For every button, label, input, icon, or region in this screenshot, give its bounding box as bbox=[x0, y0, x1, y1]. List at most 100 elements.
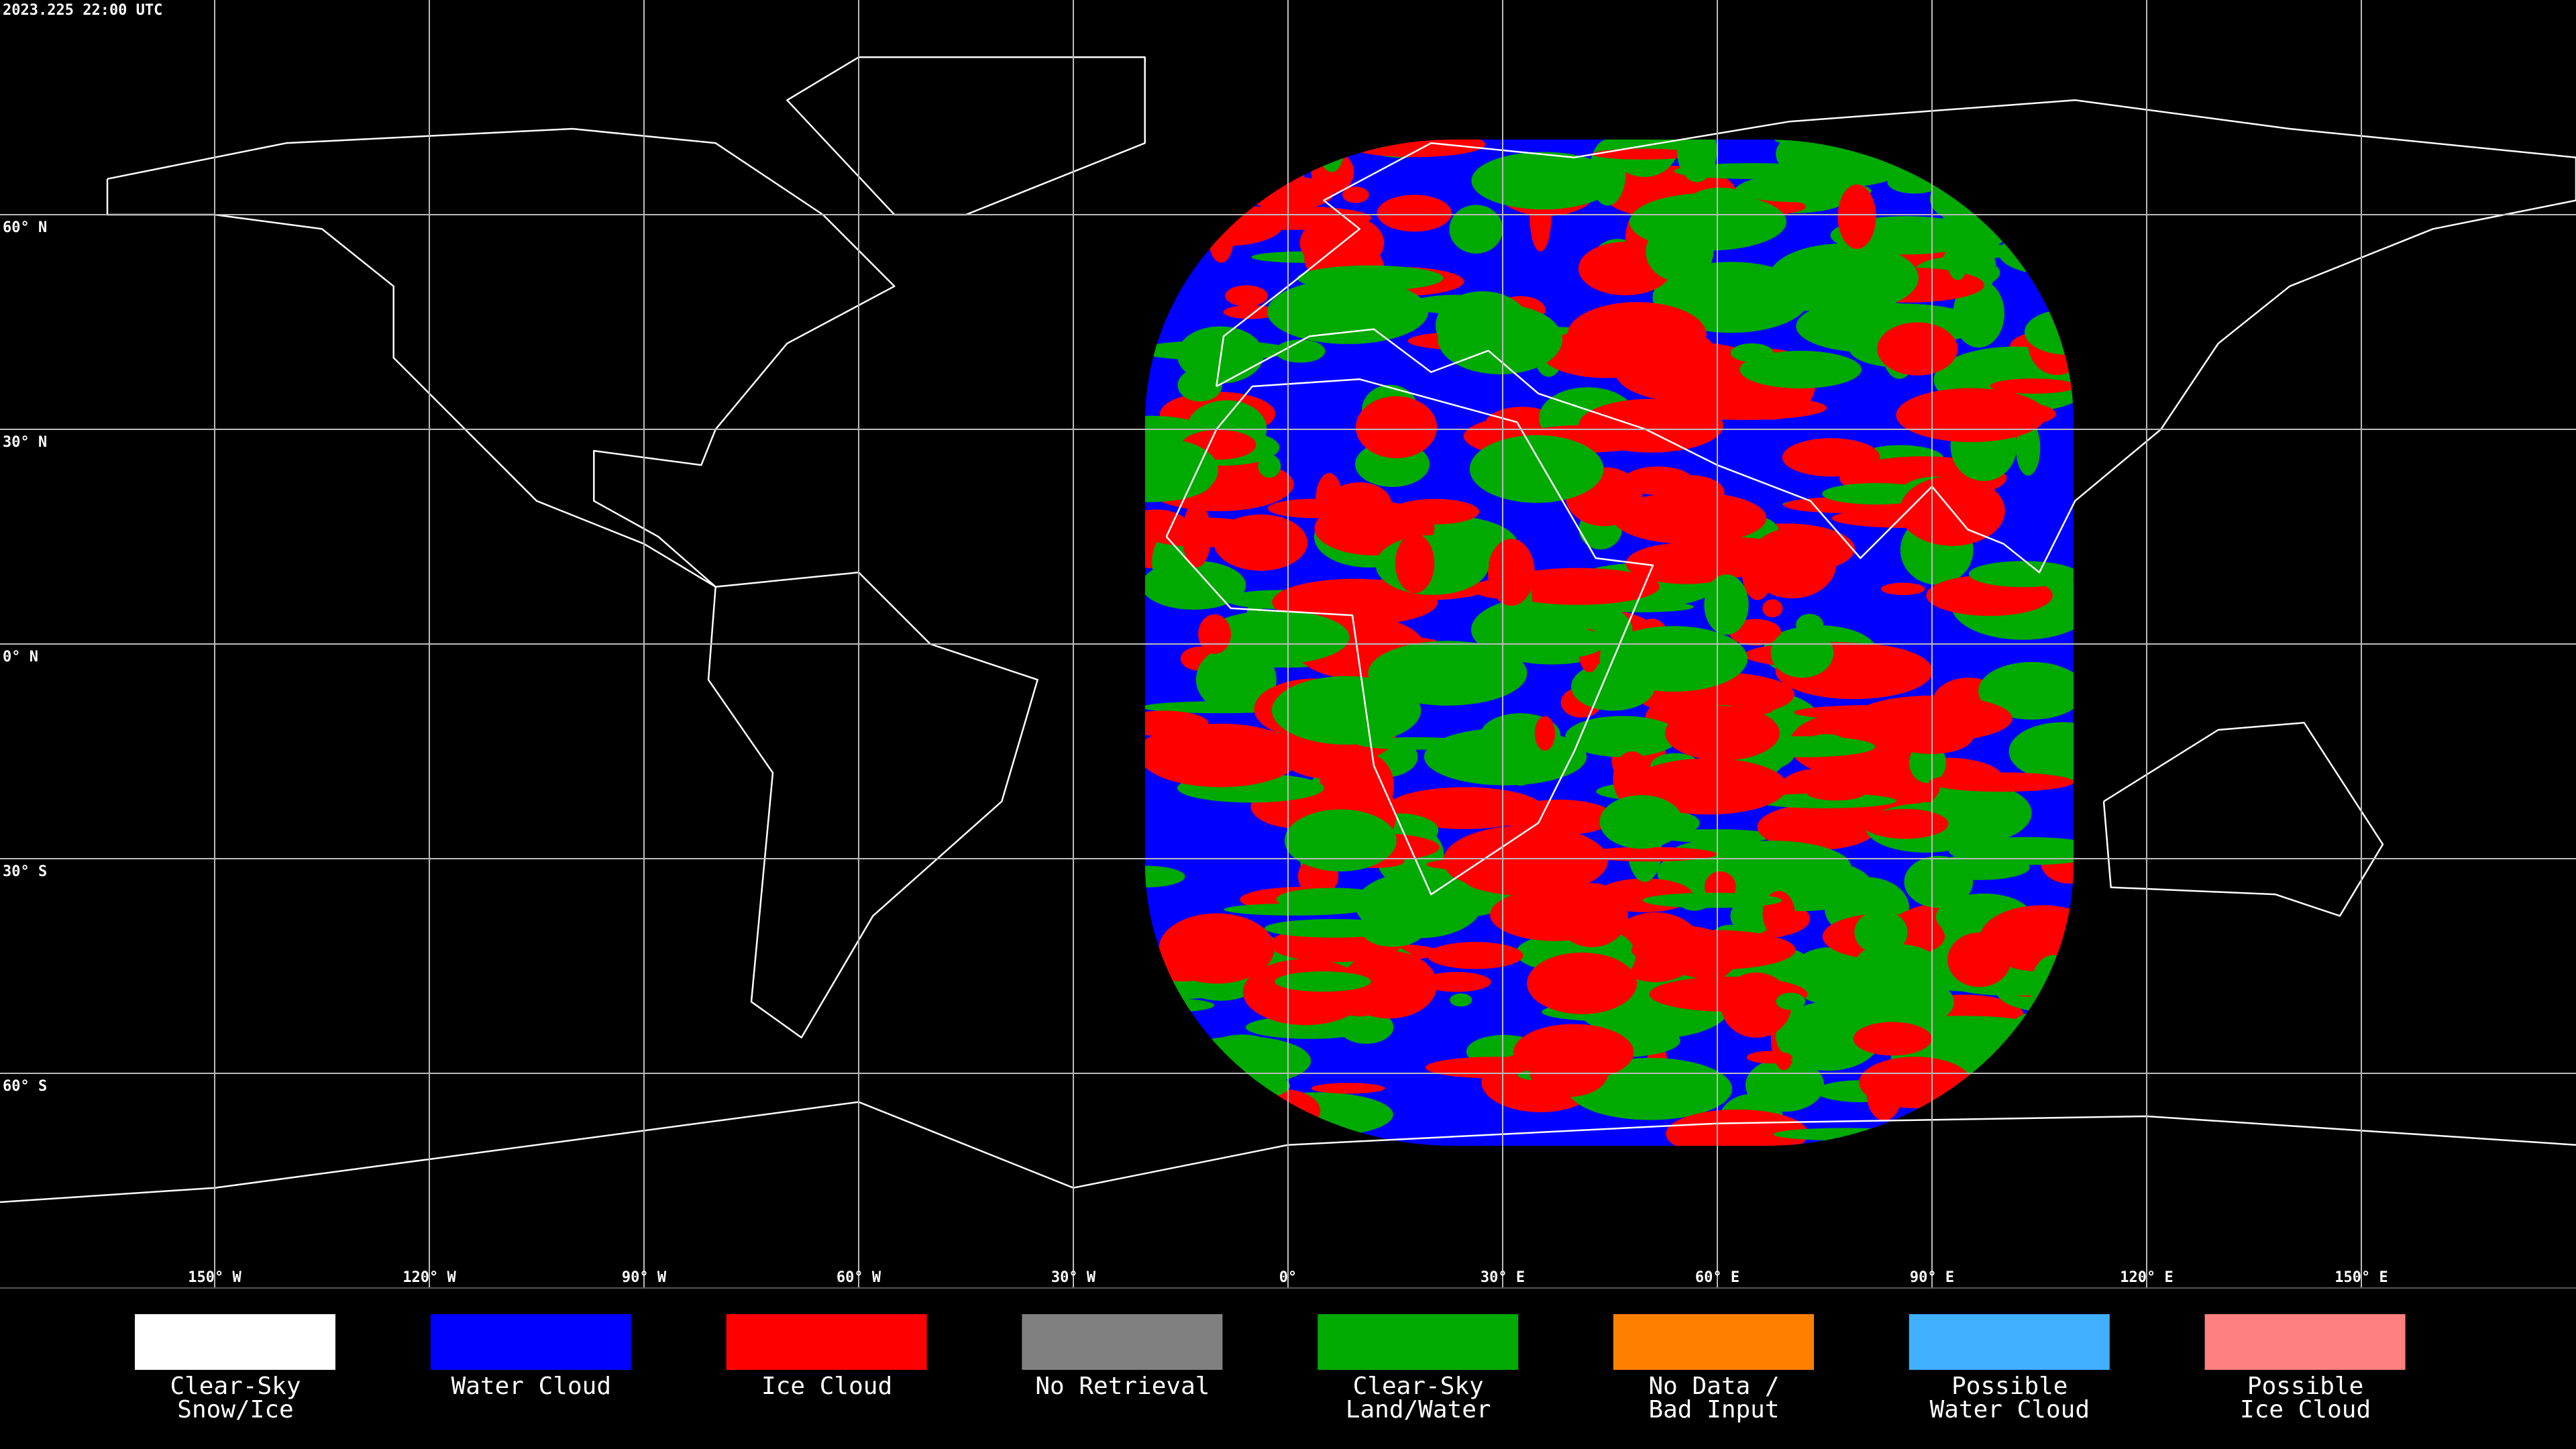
coastline bbox=[1165, 378, 1654, 896]
cloud-region bbox=[1666, 1109, 1809, 1146]
lon-label: 30° E bbox=[1481, 1269, 1525, 1286]
coastline bbox=[106, 127, 896, 588]
cloud-region bbox=[1776, 992, 1806, 1010]
cloud-region bbox=[1258, 454, 1281, 478]
cloud-region bbox=[1947, 932, 2011, 987]
cloud-region bbox=[1377, 195, 1452, 232]
lat-label: 30° N bbox=[3, 434, 47, 451]
cloud-region bbox=[1159, 913, 1275, 984]
cloud-region bbox=[1592, 148, 1695, 160]
cloud-region bbox=[1275, 971, 1371, 992]
cloud-region bbox=[1276, 888, 1389, 911]
cloud-region bbox=[1496, 568, 1660, 605]
cloud-region bbox=[1344, 140, 1486, 158]
cloud-region bbox=[1225, 285, 1268, 307]
legend-label: Clear-Sky bbox=[170, 1373, 301, 1400]
cloud-region bbox=[1355, 396, 1438, 459]
legend-swatch bbox=[2204, 1314, 2406, 1370]
legend-label: Ice Cloud bbox=[761, 1373, 892, 1400]
cloud-region bbox=[1896, 388, 2047, 443]
cloud-region bbox=[1368, 641, 1527, 706]
cloud-region bbox=[1704, 574, 1749, 635]
cloud-region bbox=[1145, 517, 1265, 547]
cloud-region bbox=[1471, 152, 1616, 210]
lon-label: 60° E bbox=[1695, 1269, 1739, 1286]
cloud-region bbox=[1223, 305, 1279, 319]
cloud-region bbox=[1555, 883, 1628, 947]
cloud-region bbox=[1835, 974, 1954, 1030]
cloud-region bbox=[1395, 533, 1435, 594]
cloud-region bbox=[2010, 949, 2039, 969]
legend-label: Possible bbox=[1951, 1373, 2068, 1400]
cloud-region bbox=[1968, 561, 2074, 588]
cloud-region bbox=[1642, 892, 1782, 908]
cloud-region bbox=[1391, 498, 1480, 525]
cloud-region bbox=[1267, 279, 1429, 344]
cloud-region bbox=[1613, 492, 1767, 545]
cloud-region bbox=[1534, 716, 1556, 751]
cloud-region bbox=[1449, 205, 1503, 254]
cloud-region bbox=[1929, 772, 2074, 792]
cloud-region bbox=[1438, 304, 1563, 374]
cloud-region bbox=[1631, 930, 1796, 970]
cloud-region bbox=[1450, 993, 1472, 1007]
cloud-region bbox=[1721, 972, 1792, 1038]
lat-label: 60° S bbox=[3, 1078, 47, 1095]
lon-label: 120° W bbox=[402, 1269, 456, 1286]
lon-label: 60° W bbox=[837, 1269, 881, 1286]
legend-label: Water Cloud bbox=[451, 1373, 611, 1400]
cloud-region bbox=[1730, 343, 1774, 362]
cloud-region bbox=[1507, 757, 1535, 786]
lon-label: 90° E bbox=[1910, 1269, 1954, 1286]
legend-label: Snow/Ice bbox=[177, 1396, 293, 1424]
cloud-region bbox=[1487, 539, 1535, 606]
cloud-region bbox=[1264, 918, 1405, 938]
legend-swatch bbox=[726, 1314, 927, 1370]
legend-label: No Retrieval bbox=[1035, 1373, 1210, 1400]
legend-swatch bbox=[1909, 1314, 2110, 1370]
lon-label: 90° W bbox=[622, 1269, 667, 1286]
cloud-region bbox=[1646, 221, 1714, 282]
cloud-region bbox=[1356, 737, 1474, 750]
cloud-region bbox=[1341, 951, 1438, 1019]
cloud-region bbox=[1609, 140, 1680, 177]
lon-label: 150° E bbox=[2334, 1269, 2387, 1286]
cloud-region bbox=[1565, 716, 1680, 757]
cloud-region bbox=[1427, 942, 1523, 969]
lon-label: 30° W bbox=[1051, 1269, 1096, 1286]
cloud-region bbox=[1853, 1022, 1932, 1056]
cloud-region bbox=[1599, 626, 1748, 692]
cloud-region bbox=[1567, 302, 1707, 368]
cloud-region bbox=[1753, 793, 1896, 808]
cloud-region bbox=[1578, 398, 1723, 453]
cloud-region bbox=[1629, 758, 1788, 815]
cloud-region bbox=[1735, 179, 1872, 203]
cloud-region bbox=[1782, 438, 1880, 477]
cloud-region bbox=[1670, 838, 1790, 870]
cloud-region bbox=[1297, 265, 1444, 291]
legend-swatch bbox=[430, 1314, 631, 1370]
cloud-region bbox=[1739, 350, 1862, 388]
cloud-region bbox=[1990, 378, 2074, 394]
cloud-region bbox=[1978, 661, 2074, 720]
cloud-region bbox=[1623, 466, 1693, 495]
cloud-region bbox=[1202, 610, 1350, 664]
cloud-region bbox=[1145, 340, 1292, 361]
cloud-region bbox=[1326, 482, 1392, 527]
legend-swatch bbox=[135, 1314, 335, 1370]
cloud-region bbox=[1702, 561, 1752, 579]
cloud-region bbox=[1443, 825, 1609, 896]
cloud-region bbox=[1145, 439, 1218, 501]
cloud-region bbox=[1770, 627, 1834, 678]
cloud-region bbox=[1746, 1051, 1793, 1064]
cloud-region bbox=[1881, 582, 1925, 596]
cloud-region bbox=[1311, 1083, 1385, 1094]
satellite-coverage bbox=[1145, 140, 2074, 1146]
cloud-region bbox=[1757, 804, 1878, 850]
cloud-region bbox=[1198, 614, 1231, 654]
cloud-region bbox=[1748, 528, 1837, 598]
legend-label: Water Cloud bbox=[1930, 1396, 2090, 1424]
